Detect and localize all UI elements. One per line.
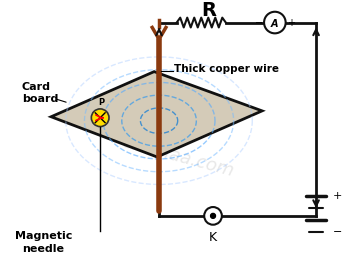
Text: R: R — [201, 1, 217, 20]
Text: −: − — [333, 227, 342, 237]
Circle shape — [210, 214, 216, 218]
Text: Thick copper wire: Thick copper wire — [174, 64, 279, 74]
Text: Magnetic
needle: Magnetic needle — [14, 231, 72, 254]
Text: P: P — [98, 98, 104, 107]
Text: A: A — [271, 19, 279, 29]
Text: Card
board: Card board — [22, 82, 58, 104]
Text: +: + — [333, 191, 342, 201]
Text: K: K — [209, 231, 217, 244]
Circle shape — [264, 12, 286, 33]
Text: +: + — [287, 18, 295, 28]
Circle shape — [91, 109, 109, 127]
Text: −: − — [255, 18, 263, 28]
Circle shape — [204, 207, 222, 225]
Polygon shape — [51, 72, 262, 157]
Text: shaalaa.com: shaalaa.com — [121, 134, 236, 181]
